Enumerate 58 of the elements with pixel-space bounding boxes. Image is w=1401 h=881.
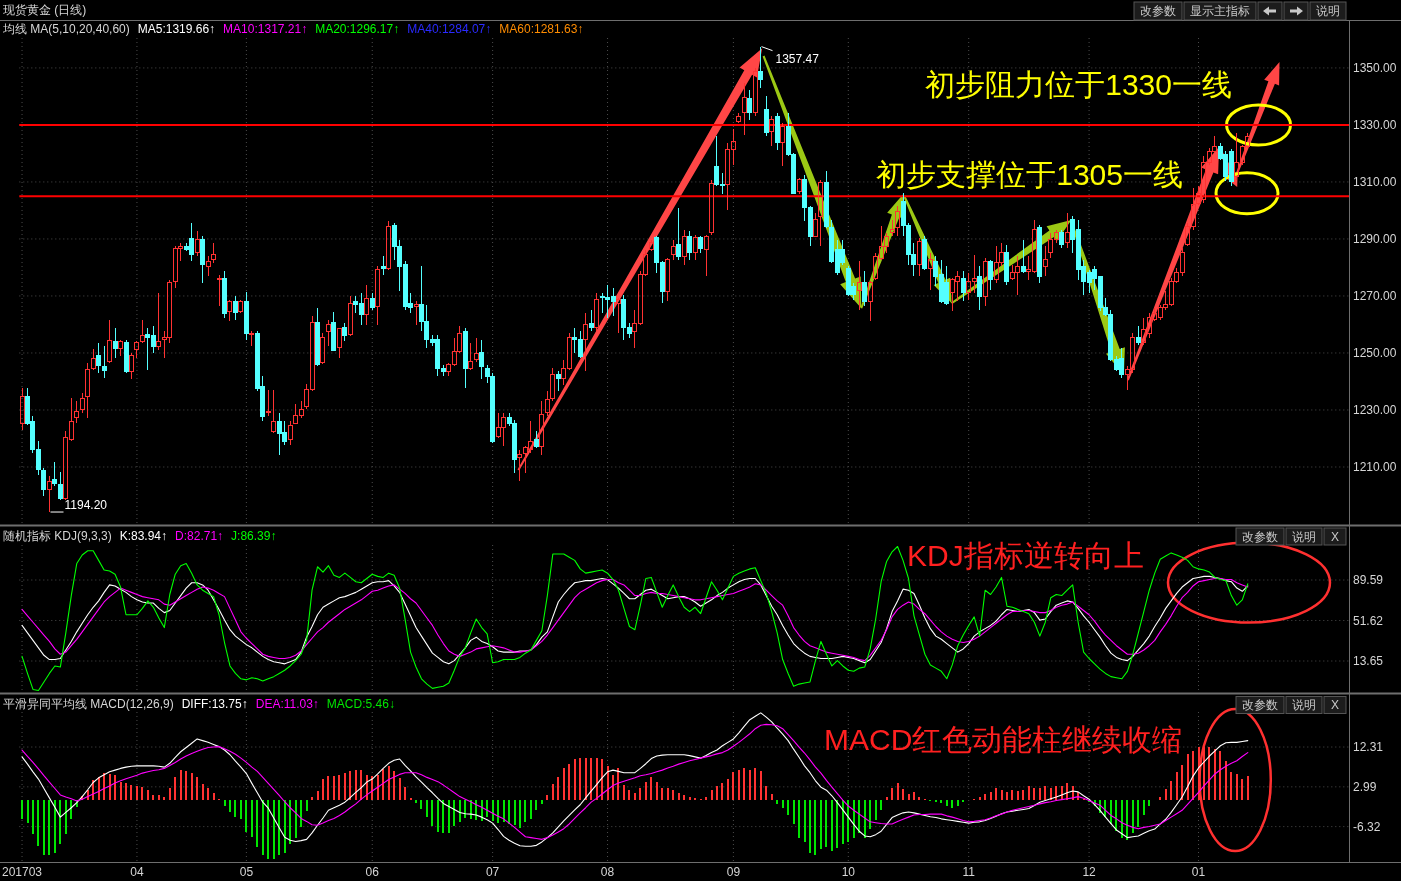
text: MA5:1319.66↑: [137, 22, 216, 36]
y-tick-label: 1310.00: [1353, 174, 1397, 189]
text: J:86.39↑: [231, 529, 277, 543]
text: MACD:5.46↓: [326, 697, 395, 711]
y-tick-label: 1270.00: [1353, 288, 1397, 303]
button: 显示主指标: [1183, 1, 1257, 21]
x-tick-label: 12: [1082, 865, 1097, 879]
y-tick-label: 1330.00: [1353, 117, 1397, 132]
chart-title: 现货黄金 (日线): [3, 3, 87, 17]
y-tick-label: 1290.00: [1353, 231, 1397, 246]
annotation: 改参数: [1242, 698, 1278, 712]
x-tick-label: 01: [1191, 865, 1206, 879]
x-tick-label: 07: [485, 865, 500, 879]
x-tick-label: 06: [365, 865, 380, 879]
button: 说明: [1285, 527, 1323, 546]
annotation: X: [1330, 698, 1340, 712]
text: DEA:11.03↑: [255, 697, 319, 711]
annotation: MACD红色动能柱继续收缩: [824, 723, 1183, 756]
chart-subtitle: 均线 MA(5,10,20,40,60): [2, 22, 130, 36]
text: MA60:1281.63↑: [499, 22, 584, 36]
text: K:83.94↑: [119, 529, 168, 543]
annotation: 说明: [1292, 698, 1316, 712]
ref-line-label: 初步支撑位于1305一线: [876, 158, 1183, 192]
text: MA40:1284.07↑: [407, 22, 492, 36]
button: 说明: [1309, 1, 1347, 21]
button: 改参数: [1235, 527, 1285, 546]
x-tick-label: 201703: [2, 865, 43, 879]
y-tick-label: 13.65: [1353, 654, 1384, 669]
text: DIFF:13.75↑: [181, 697, 248, 711]
ref-line-label: 初步阻力位于1330一线: [925, 67, 1232, 101]
y-tick-label: 1250.00: [1353, 345, 1397, 360]
x-tick-label: 08: [600, 865, 615, 879]
chart-title: 随机指标 KDJ(9,3,3): [3, 529, 112, 543]
y-tick-label: 51.62: [1353, 613, 1384, 628]
annotation: KDJ指标逆转向上: [907, 539, 1144, 572]
button: 改参数: [1133, 1, 1183, 21]
x-tick-label: 09: [726, 865, 741, 879]
chart-title: 平滑异同平均线 MACD(12,26,9): [3, 697, 174, 711]
y-tick-label: 1350.00: [1353, 60, 1397, 75]
y-tick-label: 1230.00: [1353, 402, 1397, 417]
y-tick-label: -6.32: [1353, 819, 1381, 834]
text: D:82.71↑: [175, 529, 224, 543]
button: X: [1323, 527, 1347, 546]
y-tick-label: 1210.00: [1353, 459, 1397, 474]
y-tick-label: 12.31: [1353, 740, 1384, 754]
x-tick-label: 04: [130, 865, 144, 879]
x-tick-label: 05: [239, 865, 254, 879]
text: MA10:1317.21↑: [223, 22, 308, 36]
y-tick-label: 2.99: [1353, 779, 1377, 794]
x-tick-label: 11: [962, 865, 976, 879]
button: 说明: [1285, 696, 1323, 714]
y-tick-label: 89.59: [1353, 573, 1384, 587]
annotation: 1357.47: [775, 51, 820, 66]
text: MA20:1296.17↑: [315, 22, 400, 36]
button: 改参数: [1235, 696, 1285, 714]
button: X: [1323, 696, 1347, 714]
x-tick-label: 10: [841, 865, 856, 879]
annotation: 1194.20: [64, 498, 108, 513]
